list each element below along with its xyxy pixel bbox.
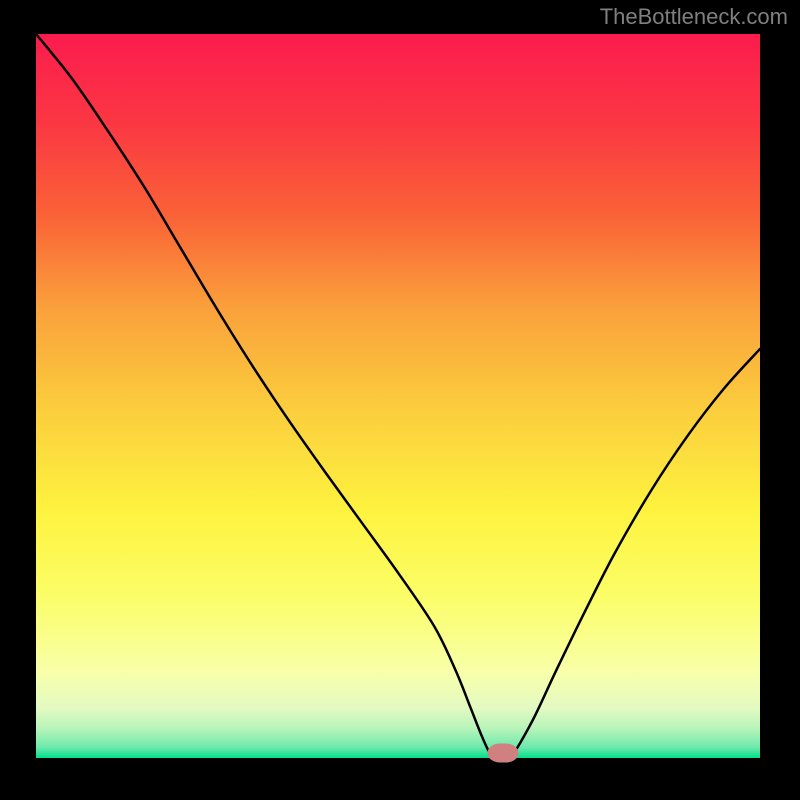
bottleneck-chart (0, 0, 800, 800)
min-marker (488, 744, 518, 762)
chart-stage: TheBottleneck.com (0, 0, 800, 800)
plot-area (36, 34, 760, 758)
